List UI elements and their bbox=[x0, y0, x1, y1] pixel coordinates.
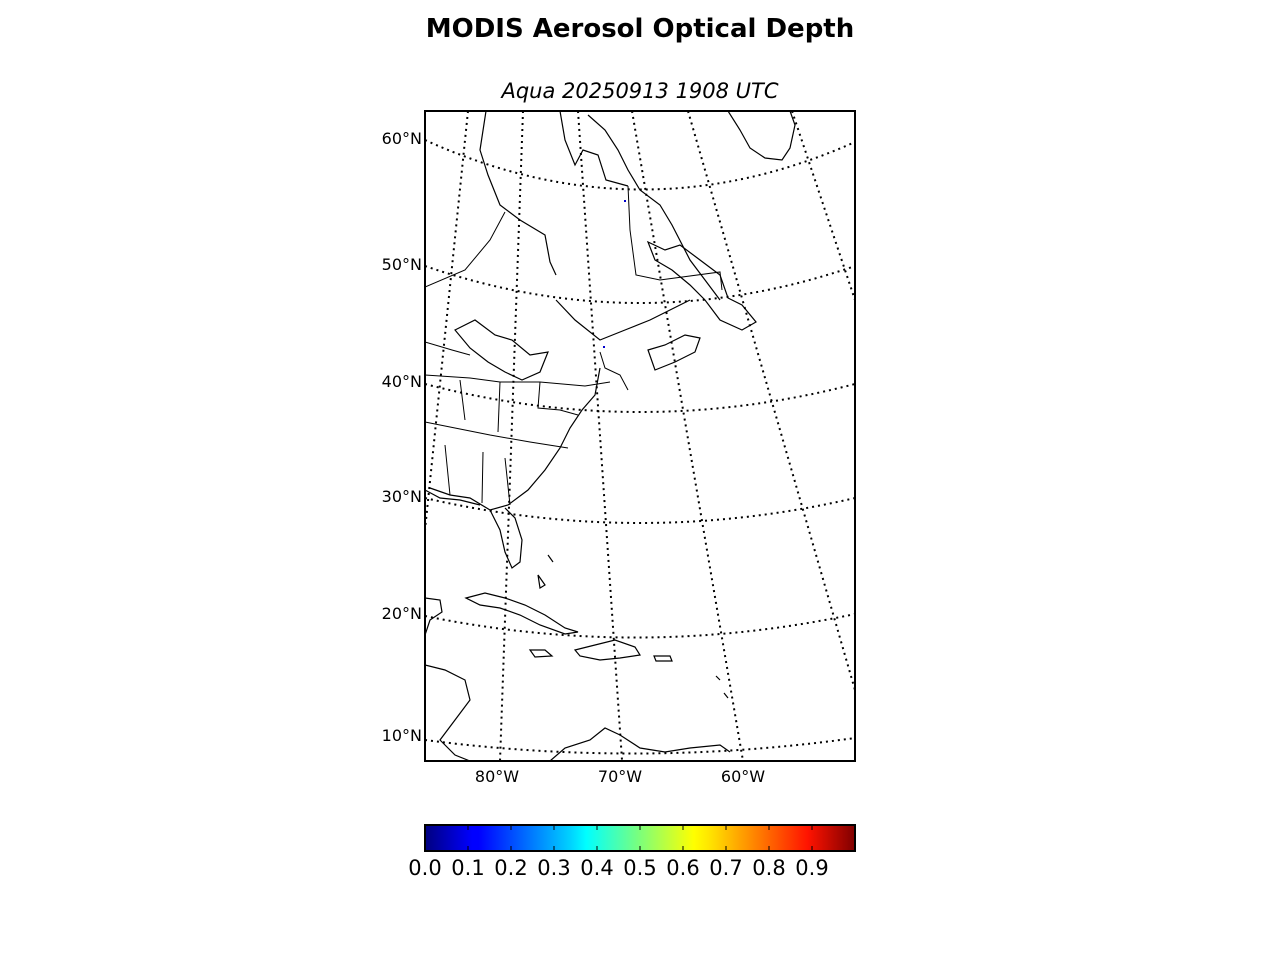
coastlines bbox=[425, 111, 796, 761]
colorbar-tick-label: 0.7 bbox=[709, 856, 743, 880]
south-america-north bbox=[549, 727, 731, 761]
colorbar bbox=[424, 824, 856, 852]
colorbar-tick-label: 0.0 bbox=[408, 856, 442, 880]
map-border bbox=[424, 110, 856, 762]
hudson-bay-east-coast bbox=[479, 111, 557, 276]
political-borders bbox=[425, 185, 723, 506]
parallel-40 bbox=[425, 383, 855, 413]
puerto-rico bbox=[653, 655, 673, 662]
nova-scotia bbox=[647, 334, 701, 371]
chart-subtitle: Aqua 20250913 1908 UTC bbox=[501, 79, 779, 103]
colorbar-tick-label: 0.5 bbox=[623, 856, 657, 880]
chart-title: MODIS Aerosol Optical Depth bbox=[425, 14, 855, 44]
lat-label-50: 50°N bbox=[381, 255, 422, 274]
parallel-30 bbox=[425, 497, 855, 524]
us-state-lines-4 bbox=[459, 379, 579, 433]
us-east-coast bbox=[429, 367, 601, 511]
lat-label-10: 10°N bbox=[381, 726, 422, 745]
lon-label-60w: 60°W bbox=[720, 767, 766, 786]
aod-pixel bbox=[624, 200, 626, 202]
cuba bbox=[464, 592, 579, 635]
map-background bbox=[425, 111, 855, 761]
canada-us-border bbox=[425, 341, 471, 356]
colorbar-tick-label: 0.8 bbox=[752, 856, 786, 880]
parallel-20 bbox=[425, 613, 855, 639]
meridian-70 bbox=[577, 111, 623, 761]
yucatan bbox=[425, 597, 443, 636]
border-49n bbox=[425, 211, 506, 288]
colorbar-border bbox=[424, 824, 856, 852]
meridian-50 bbox=[687, 111, 855, 691]
lat-label-20: 20°N bbox=[381, 604, 422, 623]
labrador-coast bbox=[587, 114, 721, 301]
colorbar-tick-label: 0.9 bbox=[795, 856, 829, 880]
lat-label-60: 60°N bbox=[381, 129, 422, 148]
us-state-lines-1 bbox=[425, 374, 611, 387]
map-panel bbox=[424, 110, 856, 762]
us-state-lines-3 bbox=[444, 444, 511, 506]
lat-label-30: 30°N bbox=[381, 487, 422, 506]
greenland-tip bbox=[727, 111, 796, 161]
maine-border bbox=[599, 351, 629, 391]
lon-label-80w: 80°W bbox=[474, 767, 520, 786]
florida bbox=[489, 507, 523, 569]
st-lawrence-gulf bbox=[555, 299, 691, 341]
colorbar-tick-label: 0.4 bbox=[580, 856, 614, 880]
central-america bbox=[425, 664, 471, 761]
labrador-quebec-border bbox=[627, 185, 723, 291]
meridian-90 bbox=[425, 111, 469, 531]
us-state-lines-2 bbox=[425, 421, 569, 449]
aod-pixel bbox=[603, 346, 605, 348]
lesser-antilles bbox=[715, 675, 729, 699]
lat-label-40: 40°N bbox=[381, 372, 422, 391]
hispaniola bbox=[573, 639, 641, 661]
quebec-peninsula bbox=[559, 111, 629, 187]
meridian-60 bbox=[631, 111, 744, 761]
parallel-10 bbox=[425, 737, 855, 755]
jamaica bbox=[528, 649, 554, 658]
parallel-50 bbox=[425, 265, 855, 304]
bahamas bbox=[537, 554, 554, 589]
colorbar-tick-label: 0.1 bbox=[451, 856, 485, 880]
colorbar-tick-label: 0.2 bbox=[494, 856, 528, 880]
colorbar-tick-label: 0.6 bbox=[666, 856, 700, 880]
great-lakes bbox=[454, 319, 549, 381]
lon-label-70w: 70°W bbox=[597, 767, 643, 786]
newfoundland bbox=[646, 240, 757, 331]
aod-data-pixels bbox=[603, 200, 626, 348]
colorbar-tick-label: 0.3 bbox=[537, 856, 571, 880]
gulf-coast bbox=[425, 489, 481, 506]
